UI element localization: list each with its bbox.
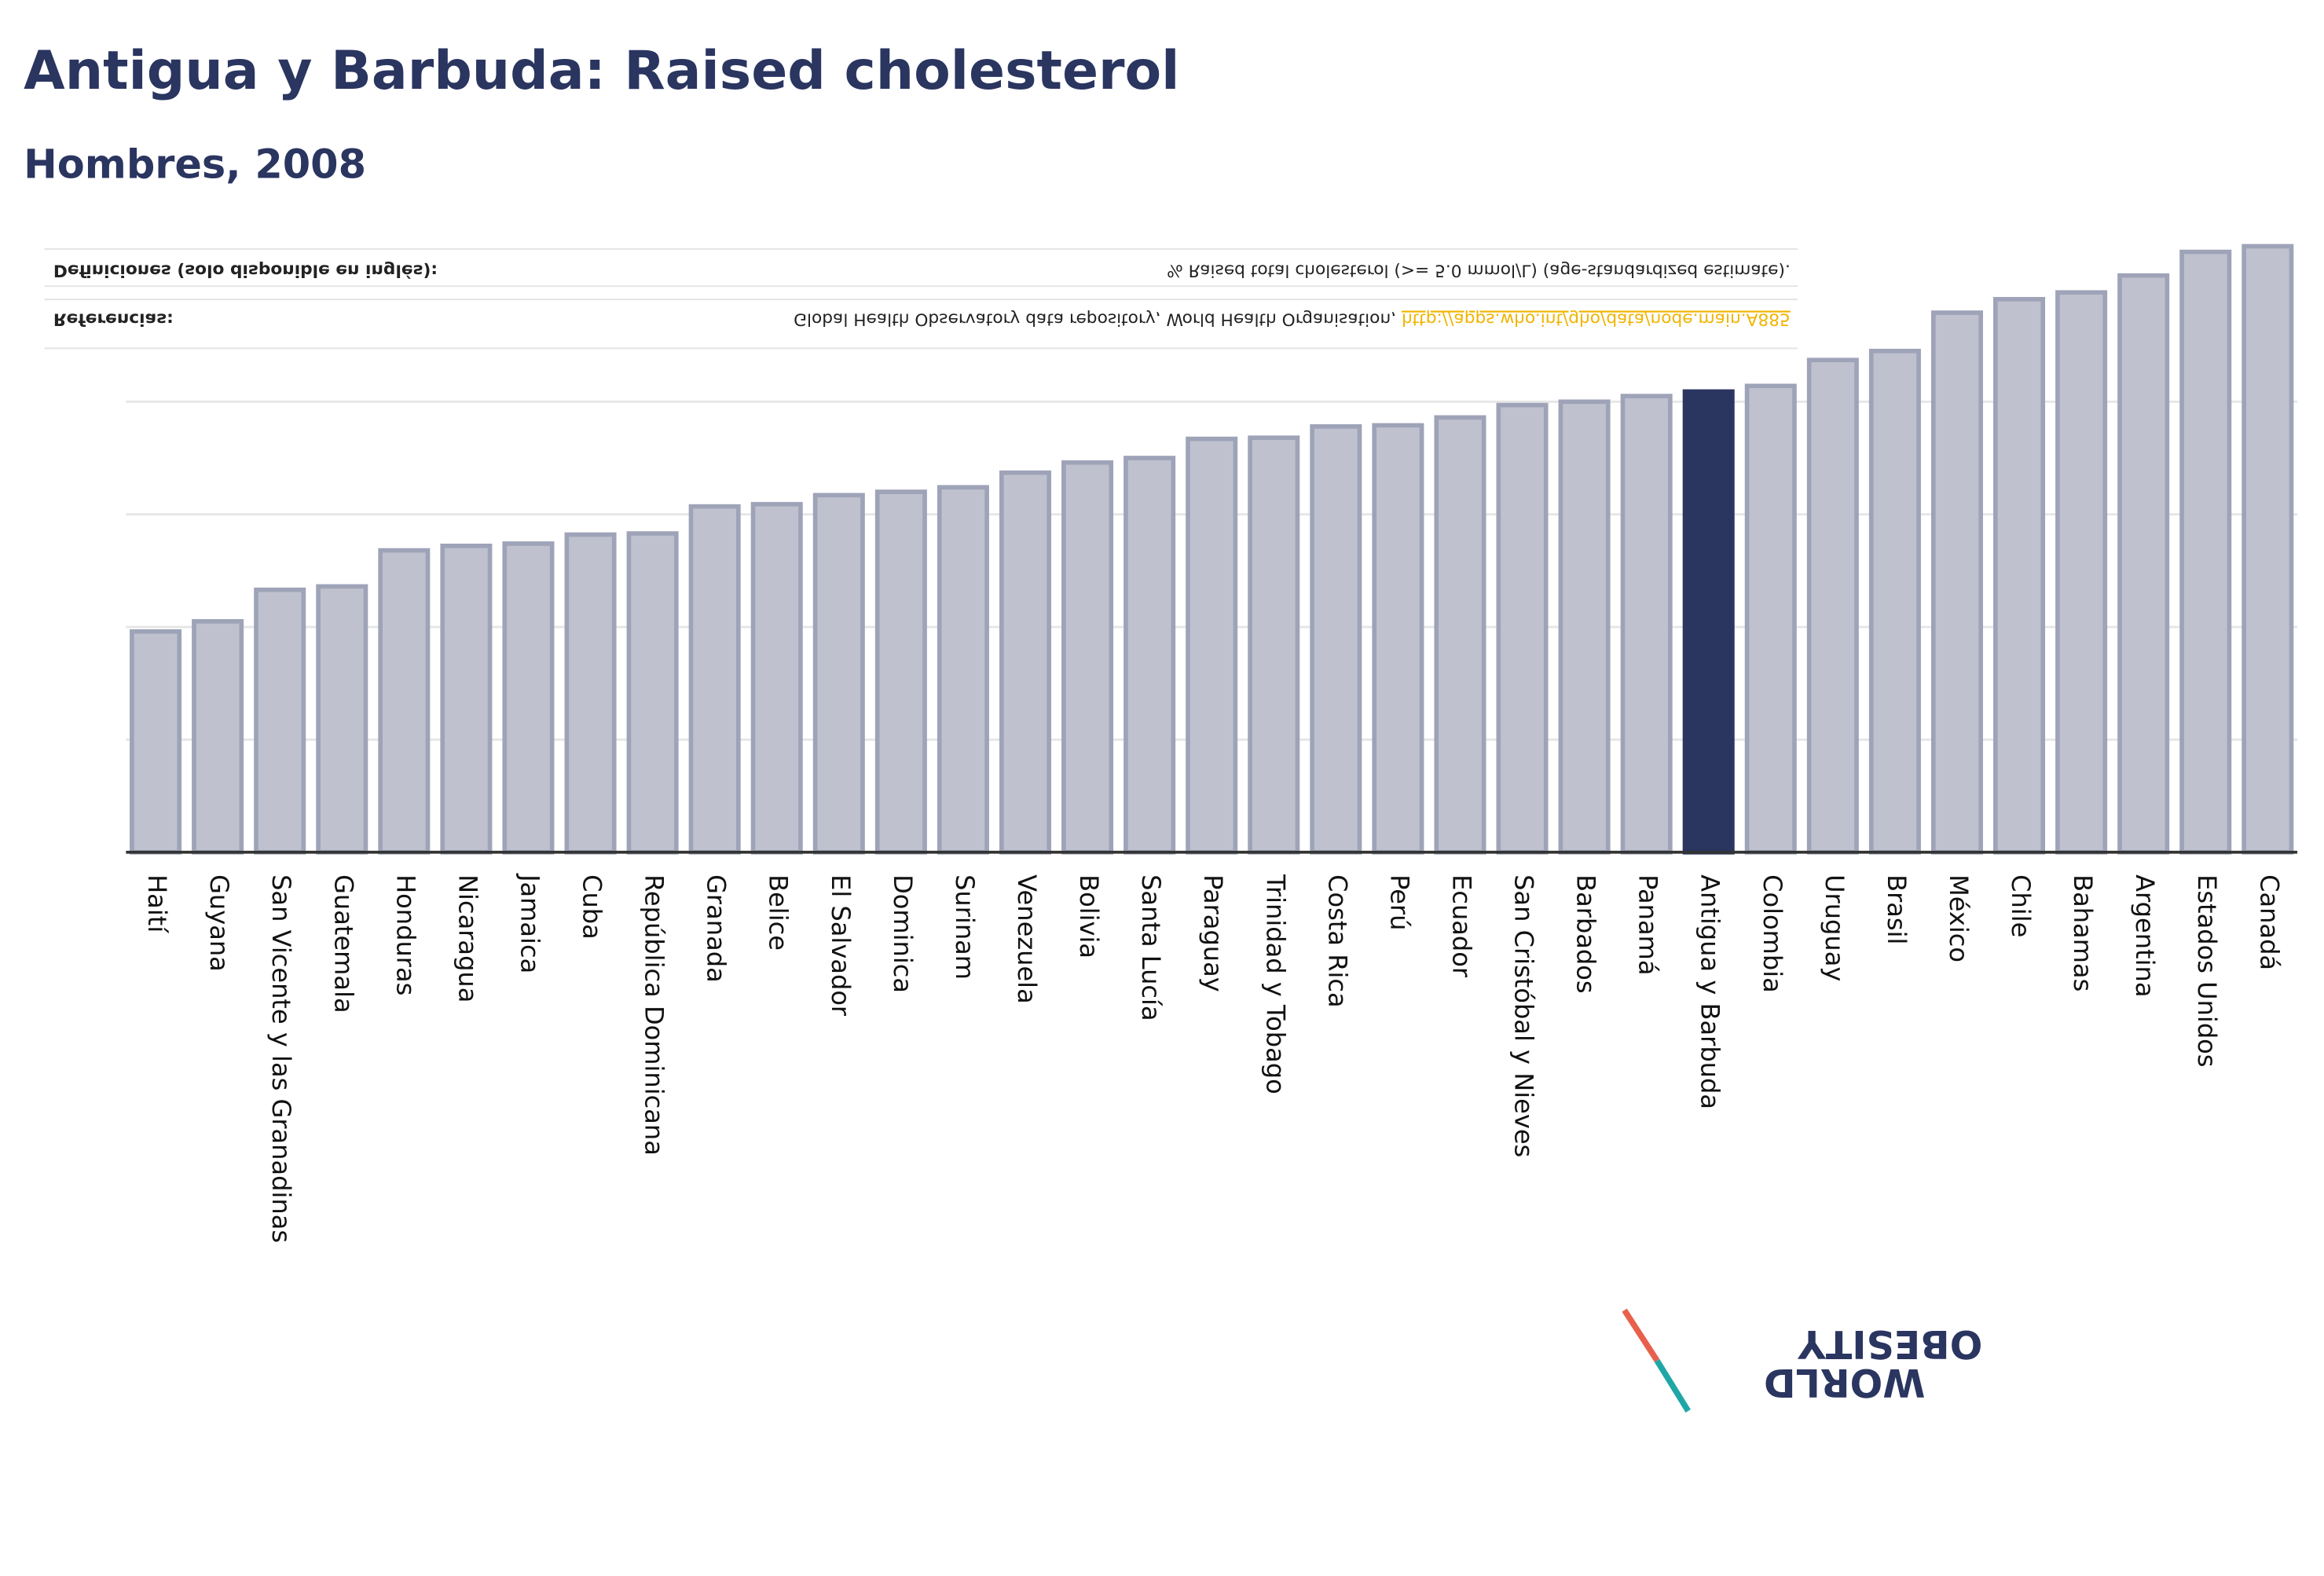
x-tick-label: Guyana [204,874,234,972]
x-tick-label: Haití [142,874,172,933]
bar [1744,383,1797,855]
x-tick-label: San Vicente y las Granadinas [266,874,296,1243]
bar [688,504,741,855]
x-tick-label: Bahamas [2068,874,2098,991]
bar [2117,273,2170,855]
bar [254,587,306,855]
x-tick-label: Surinam [950,874,980,980]
logo-slash-teal [1654,1358,1691,1413]
x-tick-label: México [1944,874,1974,962]
bar [1248,435,1300,855]
x-tick-label: Honduras [390,874,420,995]
bar [378,548,431,855]
x-tick-label: Dominica [888,874,918,993]
bar [1310,424,1362,855]
bar [1186,436,1238,855]
bar [1930,310,1983,855]
x-tick-label: Cuba [577,874,607,940]
x-tick-label: Chile [2006,874,2036,937]
x-tick-label: Canadá [2254,874,2284,970]
note-label: Referencias: [53,310,174,329]
logo-text: WORLD [1764,1360,1925,1406]
x-tick-label: Perú [1384,874,1414,930]
x-tick-label: Belice [764,874,794,951]
note-value: Global Health Observatory data repositor… [794,310,1402,329]
notes-lines [44,248,1798,350]
chart-subtitle: Hombres, 2008 [24,141,366,188]
bar [192,619,244,855]
x-tick-label: Colombia [1758,874,1787,993]
x-tick-label: Panamá [1633,874,1663,975]
bar [1434,415,1486,855]
bar [937,485,989,855]
x-tick-label: Argentina [2130,874,2160,997]
logo-text: OBESITY [1798,1321,1983,1367]
x-tick-label: Estados Unidos [2192,874,2222,1067]
bar [1868,348,1921,855]
note-text: Global Health Observatory data repositor… [794,310,1791,329]
bar [2179,249,2232,855]
bar [812,493,865,855]
bar [2242,244,2294,855]
note-value: % Raised total cholesterol (>= 5.0 mmol/… [1167,260,1791,280]
bar [874,489,927,855]
bar [1124,456,1176,855]
x-tick-label: Santa Lucía [1136,874,1166,1021]
bar [1682,389,1735,855]
x-tick-label: Uruguay [1820,874,1849,981]
x-tick-label: Venezuela [1012,874,1042,1004]
x-tick-label: Costa Rica [1322,874,1352,1008]
bar [1620,394,1673,855]
x-tick-label: Ecuador [1446,874,1476,978]
x-tick-label: San Cristóbal y Nieves [1509,874,1539,1157]
bar [502,541,555,855]
bar [2055,290,2108,855]
bar [1993,296,2046,855]
bar [316,584,368,855]
chart-title: Antigua y Barbuda: Raised cholesterol [24,40,1179,102]
x-tick-label: Bolivia [1074,874,1104,958]
bar [1061,460,1114,855]
note-link: http://apps.who.int/gho/data/node.main.A… [1402,310,1791,329]
bar [130,629,182,855]
x-tick-label: República Dominicana [640,874,669,1156]
bar [999,470,1052,855]
bar [626,531,679,855]
bar [1806,357,1859,855]
logo-slash-red [1622,1308,1660,1362]
x-tick-label: Barbados [1571,874,1601,993]
x-tick-label: Trinidad y Tobago [1260,874,1290,1094]
x-tick-label: Antigua y Barbuda [1695,874,1725,1109]
x-tick-label: Granada [702,874,731,983]
x-tick-label: Brasil [1882,874,1912,944]
note-label: Definiciones (solo disponible en inglés)… [53,260,438,280]
x-tick-label: Guatemala [328,874,358,1013]
bar [1496,402,1549,855]
x-tick-label: El Salvador [826,874,856,1017]
bar [750,501,803,855]
bar [564,532,617,855]
x-tick-label: Nicaragua [453,874,482,1002]
x-tick-label: Paraguay [1198,874,1228,992]
bar [440,543,493,855]
x-tick-label: Jamaica [515,873,544,973]
bar [1558,399,1611,855]
note-text: % Raised total cholesterol (>= 5.0 mmol/… [1167,260,1791,280]
bar [1372,423,1424,855]
